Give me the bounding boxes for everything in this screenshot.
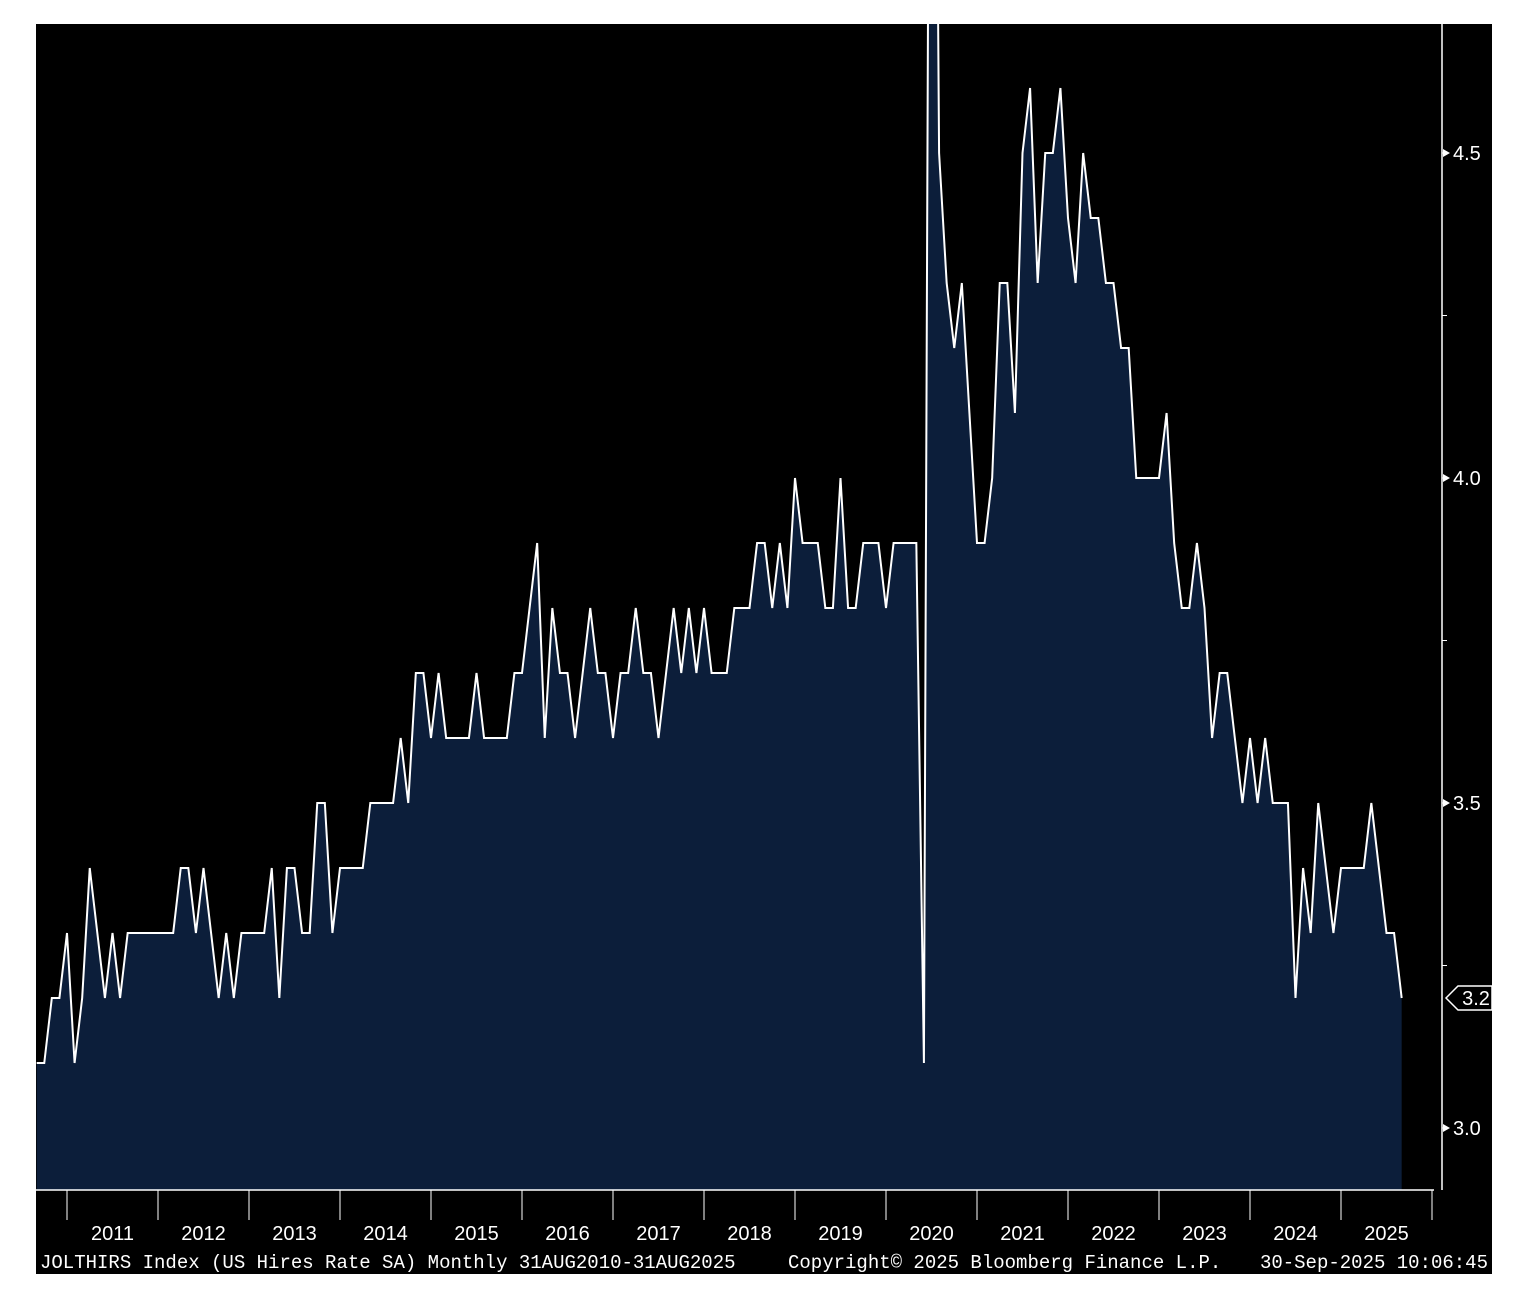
x-tick-label: 2013 <box>272 1223 317 1245</box>
series-area-fill <box>36 24 1402 1190</box>
timestamp-text: 30-Sep-2025 10:06:45 <box>1260 1252 1488 1274</box>
y-major-tick <box>1443 799 1450 807</box>
last-value-label: 3.2 <box>1462 988 1490 1010</box>
chart-frame: 2011 2012 2013 2014 2015 2016 2017 2018 2019 2020… <box>36 24 1492 1274</box>
x-tick-label: 2017 <box>636 1223 681 1245</box>
x-tick-label: 2015 <box>454 1223 499 1245</box>
x-tick-label: 2016 <box>545 1223 590 1245</box>
last-value-marker <box>1444 985 1492 1011</box>
x-tick-label: 2019 <box>818 1223 863 1245</box>
x-tick-label: 2021 <box>1000 1223 1045 1245</box>
chart: 2011 2012 2013 2014 2015 2016 2017 2018 2019 2020… <box>36 24 1492 1274</box>
series-description: JOLTHIRS Index (US Hires Rate SA) Monthl… <box>40 1252 736 1274</box>
y-tick-label: 3.0 <box>1453 1118 1481 1140</box>
y-major-tick <box>1443 149 1450 157</box>
x-tick-label: 2025 <box>1364 1223 1409 1245</box>
x-tick-label: 2023 <box>1182 1223 1227 1245</box>
x-tick-label: 2018 <box>727 1223 772 1245</box>
x-tick-label: 2020 <box>909 1223 954 1245</box>
y-tick-label: 4.5 <box>1453 143 1481 165</box>
series-line <box>36 24 1403 1064</box>
x-tick-label: 2012 <box>181 1223 226 1245</box>
y-major-tick <box>1443 1124 1450 1132</box>
x-tick-label: 2022 <box>1091 1223 1136 1245</box>
y-major-tick <box>1443 474 1450 482</box>
x-tick-label: 2011 <box>91 1223 134 1245</box>
y-tick-label: 4.0 <box>1453 468 1481 490</box>
y-tick-label: 3.5 <box>1453 793 1481 815</box>
x-tick-label: 2024 <box>1273 1223 1318 1245</box>
copyright-text: Copyright© 2025 Bloomberg Finance L.P. <box>788 1252 1221 1274</box>
x-tick-label: 2014 <box>363 1223 408 1245</box>
